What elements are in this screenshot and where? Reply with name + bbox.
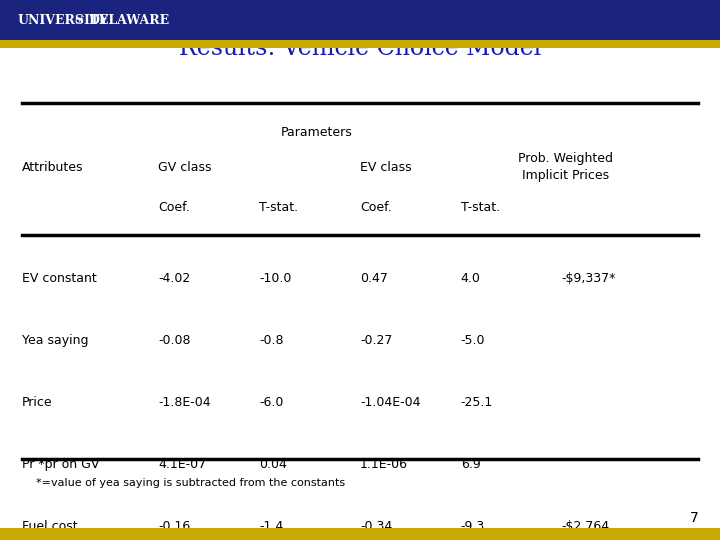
Text: of: of <box>75 16 84 25</box>
Text: *=value of yea saying is subtracted from the constants: *=value of yea saying is subtracted from… <box>36 478 345 488</box>
Text: -0.27: -0.27 <box>360 334 392 347</box>
Text: 0.04: 0.04 <box>259 458 287 471</box>
Text: -9.3: -9.3 <box>461 520 485 533</box>
Text: T-stat.: T-stat. <box>259 201 298 214</box>
Text: 4.1E-07: 4.1E-07 <box>158 458 207 471</box>
Text: Fuel cost: Fuel cost <box>22 520 77 533</box>
Text: -4.02: -4.02 <box>158 272 191 285</box>
Text: Coef.: Coef. <box>360 201 392 214</box>
Text: -5.0: -5.0 <box>461 334 485 347</box>
Text: 4.0: 4.0 <box>461 272 481 285</box>
Text: 1.1E-06: 1.1E-06 <box>360 458 408 471</box>
Text: Prob. Weighted
Implicit Prices: Prob. Weighted Implicit Prices <box>518 152 613 183</box>
Text: -6.0: -6.0 <box>259 396 284 409</box>
Text: -10.0: -10.0 <box>259 272 292 285</box>
Text: UNIVERSITY: UNIVERSITY <box>18 14 109 27</box>
Text: -$9,337*: -$9,337* <box>562 272 616 285</box>
Text: -0.16: -0.16 <box>158 520 191 533</box>
Text: -1.8E-04: -1.8E-04 <box>158 396 211 409</box>
Text: Attributes: Attributes <box>22 161 83 174</box>
Text: 6.9: 6.9 <box>461 458 480 471</box>
Text: T-stat.: T-stat. <box>461 201 500 214</box>
Text: Coef.: Coef. <box>158 201 190 214</box>
Text: Pr *pr on GV: Pr *pr on GV <box>22 458 99 471</box>
Text: 0.47: 0.47 <box>360 272 388 285</box>
Text: -1.4: -1.4 <box>259 520 284 533</box>
Text: Price: Price <box>22 396 53 409</box>
Text: GV class: GV class <box>158 161 212 174</box>
Text: Parameters: Parameters <box>281 126 353 139</box>
Text: Yea saying: Yea saying <box>22 334 88 347</box>
Text: -0.8: -0.8 <box>259 334 284 347</box>
Text: EV constant: EV constant <box>22 272 96 285</box>
Text: -1.04E-04: -1.04E-04 <box>360 396 420 409</box>
Text: 7: 7 <box>690 511 698 525</box>
Text: -$2,764: -$2,764 <box>562 520 610 533</box>
Text: -0.34: -0.34 <box>360 520 392 533</box>
Text: EV class: EV class <box>360 161 412 174</box>
Text: DELAWARE: DELAWARE <box>89 14 170 27</box>
Text: Results: Vehicle Choice Model: Results: Vehicle Choice Model <box>179 37 541 60</box>
Text: -0.08: -0.08 <box>158 334 191 347</box>
Text: -25.1: -25.1 <box>461 396 493 409</box>
